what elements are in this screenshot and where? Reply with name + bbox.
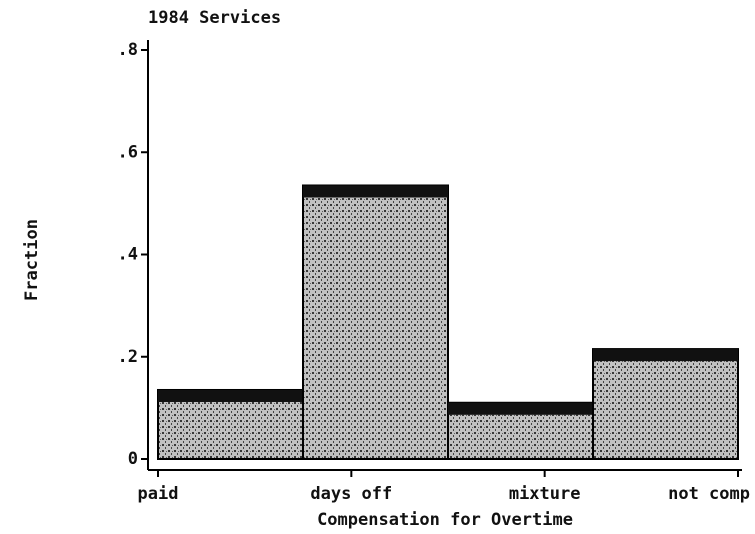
bar-top — [448, 402, 593, 415]
x-tick-label: not comp — [668, 484, 750, 504]
x-tick-label: paid — [138, 484, 179, 504]
x-axis-label: Compensation for Overtime — [317, 510, 573, 530]
bar-top — [593, 349, 738, 362]
bar-texture — [304, 197, 447, 458]
bar-top — [158, 389, 303, 402]
y-tick-label: .6 — [118, 142, 138, 162]
bar-texture — [449, 414, 592, 458]
x-tick-label: mixture — [509, 484, 581, 504]
chart-title: 1984 Services — [148, 8, 281, 28]
y-axis-label: Fraction — [22, 219, 42, 301]
y-tick-label: .8 — [118, 40, 138, 60]
x-tick-label: days off — [310, 484, 392, 504]
y-tick-label: .4 — [118, 245, 138, 265]
y-tick-label: .2 — [118, 347, 138, 367]
bar-top — [303, 185, 448, 198]
y-tick-label: 0 — [128, 449, 138, 469]
bar-texture — [159, 401, 302, 458]
bar-texture — [594, 361, 737, 458]
